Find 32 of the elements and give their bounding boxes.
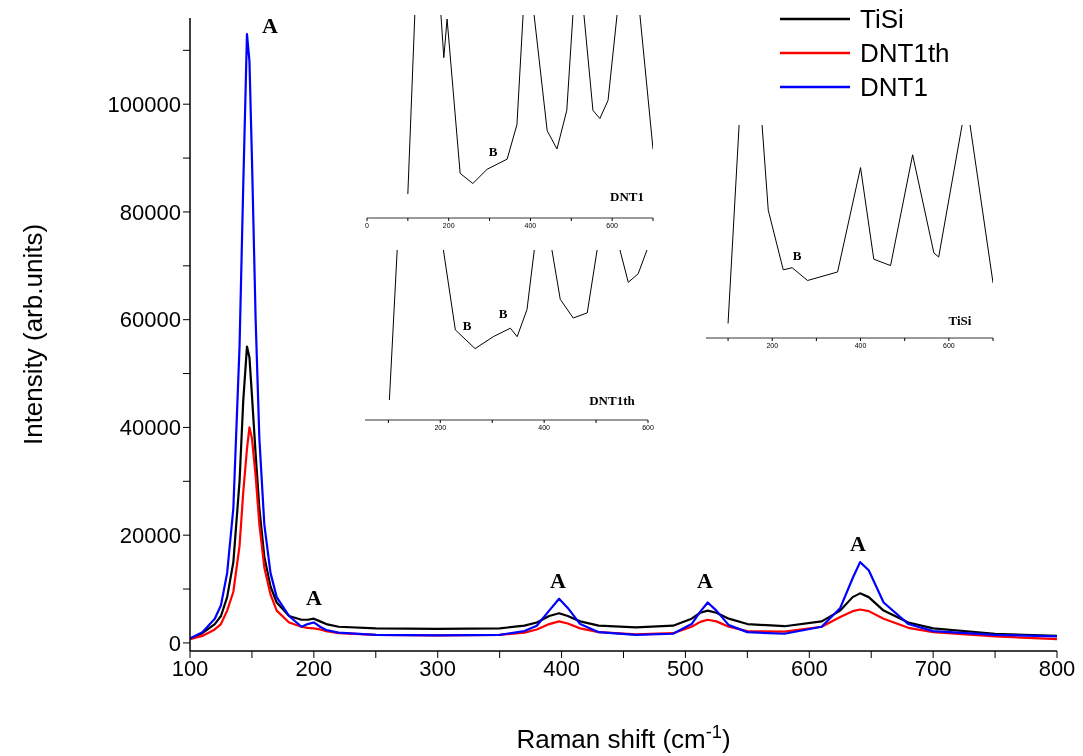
annotation: A (550, 568, 567, 594)
y-tick-label: 60000 (119, 307, 181, 333)
y-axis-title: Intensity (arb.units) (17, 223, 48, 446)
x-tick-label: 600 (790, 655, 828, 681)
x-tick-label: 800 (1038, 655, 1076, 681)
annotation: B (792, 247, 802, 263)
x-tick-label: 300 (419, 655, 457, 681)
line-series (190, 33, 1057, 640)
annotation: A (850, 531, 867, 557)
annotation: A (697, 568, 714, 594)
x-axis-title: Raman shift (cm$^{-1}$) (516, 722, 731, 754)
y-tick-label: 0 (168, 630, 181, 656)
legend-label: DNT1 (860, 71, 928, 103)
x-tick-label: 200 (295, 655, 333, 681)
legend-label: DNT1th (860, 37, 950, 69)
x-tick-label: 100 (171, 655, 209, 681)
y-tick-label: 80000 (119, 199, 181, 225)
annotation: B (488, 143, 498, 159)
annotation: TiSi (948, 312, 972, 328)
y-tick-label: 40000 (119, 415, 181, 441)
legend-label: TiSi (860, 3, 904, 35)
x-tick-label: 700 (914, 655, 952, 681)
y-tick-label: 100000 (107, 92, 181, 118)
annotation: A (262, 13, 279, 39)
y-tick-label: 20000 (119, 522, 181, 548)
x-tick-label: 500 (667, 655, 704, 681)
annotation: DNT1 (610, 188, 644, 204)
annotation: B (498, 305, 508, 321)
annotation: B (462, 317, 472, 333)
x-tick-label: 400 (543, 655, 580, 681)
annotation: A (306, 585, 323, 611)
annotation: DNT1th (589, 392, 636, 408)
